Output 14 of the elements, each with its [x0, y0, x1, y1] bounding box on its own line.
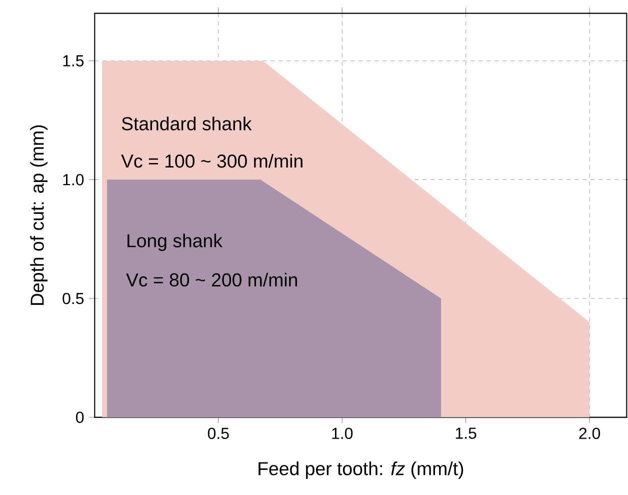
annotation: Standard shank — [122, 116, 252, 131]
annotation: Vc = 80 ~ 200 m/min — [126, 272, 297, 287]
annotation: Long shank — [128, 234, 222, 252]
x-tick-label: 1.0 — [332, 428, 353, 440]
x-axis-title: Feed per tooth: fz (mm/t) — [258, 462, 464, 480]
y-tick-label: 1.0 — [63, 174, 84, 186]
y-tick-label: 1.5 — [63, 55, 84, 67]
annotation: Vc = 100 ~ 300 m/min — [121, 154, 302, 168]
x-tick-label: 1.5 — [456, 428, 476, 440]
x-tick-label: 2.0 — [579, 428, 600, 440]
x-tick-label: 0.5 — [208, 428, 229, 440]
y-tick-label: 0 — [76, 412, 84, 424]
y-tick-label: 0.5 — [62, 293, 84, 304]
y-axis-title: Depth of cut: ap (mm) — [30, 126, 48, 306]
